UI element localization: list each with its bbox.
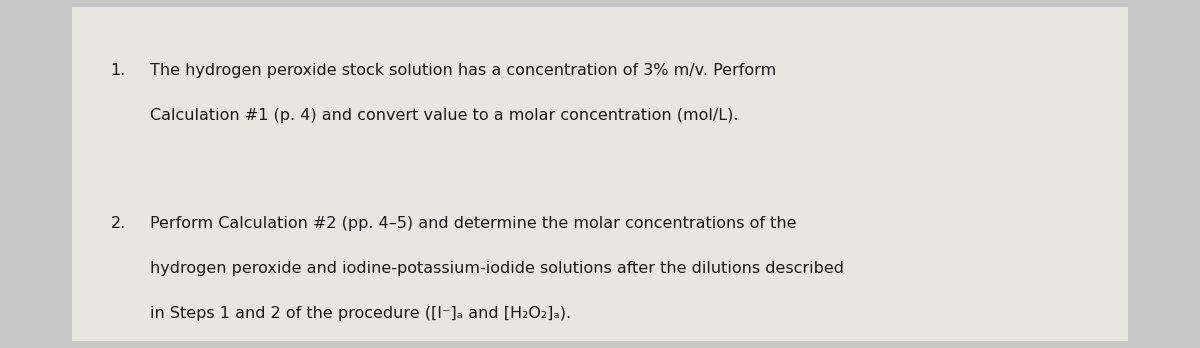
Text: hydrogen peroxide and iodine-potassium-iodide solutions after the dilutions desc: hydrogen peroxide and iodine-potassium-i…: [150, 261, 844, 276]
Text: 1.: 1.: [110, 63, 126, 78]
Text: Calculation #1 (p. 4) and convert value to a molar concentration (mol/L).: Calculation #1 (p. 4) and convert value …: [150, 108, 738, 123]
Text: Perform Calculation #2 (pp. 4–5) and determine the molar concentrations of the: Perform Calculation #2 (pp. 4–5) and det…: [150, 216, 797, 231]
Text: 2.: 2.: [110, 216, 126, 231]
Text: in Steps 1 and 2 of the procedure ([I⁻]ₐ and [H₂O₂]ₐ).: in Steps 1 and 2 of the procedure ([I⁻]ₐ…: [150, 306, 571, 321]
FancyBboxPatch shape: [72, 7, 1128, 341]
Text: The hydrogen peroxide stock solution has a concentration of 3% m/v. Perform: The hydrogen peroxide stock solution has…: [150, 63, 776, 78]
